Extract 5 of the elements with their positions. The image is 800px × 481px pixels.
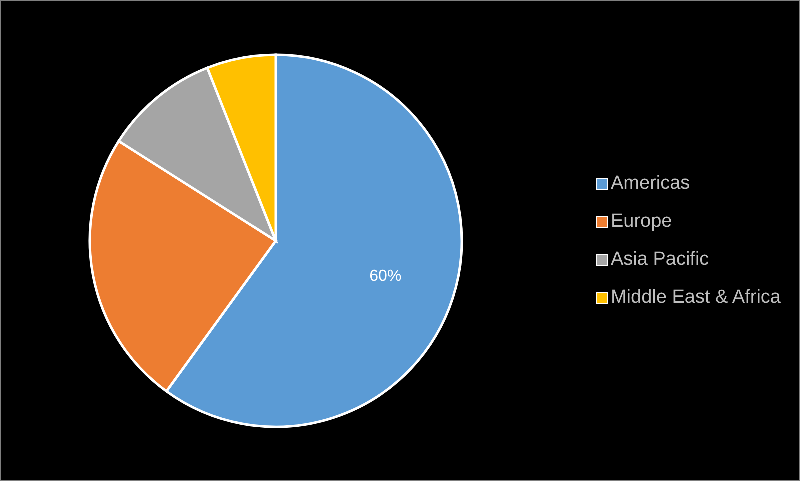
legend-label: Europe [610,210,672,232]
legend-label: Middle East & Africa [610,286,781,308]
legend-label: Asia Pacific [610,248,710,270]
legend-label: Americas [610,172,690,194]
data-label: 60% [370,268,402,286]
